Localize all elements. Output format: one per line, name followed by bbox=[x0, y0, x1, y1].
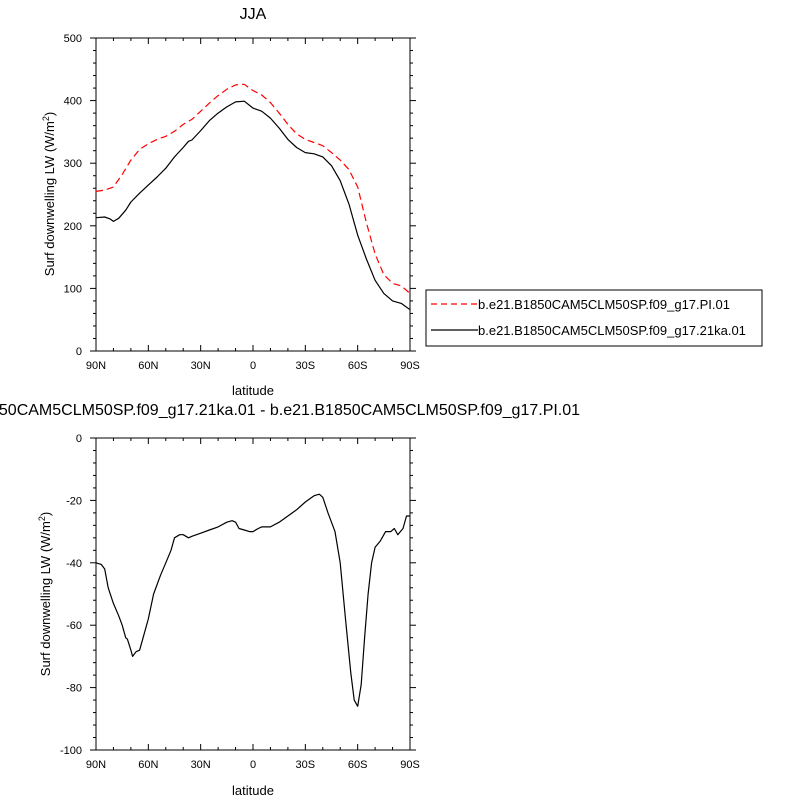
bottom-x-tick-label: 30S bbox=[296, 759, 316, 771]
bottom-x-tick-label: 90N bbox=[86, 759, 106, 771]
top-y-tick-label: 0 bbox=[76, 346, 82, 358]
top-series-line-1 bbox=[95, 100, 411, 311]
legend-box bbox=[425, 289, 763, 347]
top-plot-frame bbox=[95, 37, 411, 352]
bottom-axis-tick-labels: 90N 60N 30N 0 30S 60S 90S -100 -80 -60 -40 -20 0 bbox=[60, 433, 420, 771]
top-chart-title: JJA bbox=[240, 6, 267, 23]
top-x-tick-label: 0 bbox=[250, 360, 256, 372]
bottom-y-tick-label: 0 bbox=[76, 433, 82, 445]
bottom-y-tick-label: -100 bbox=[60, 745, 82, 757]
top-y-tick-label: 200 bbox=[64, 221, 82, 233]
legend-label-21ka: b.e21.B1850CAM5CLM50SP.f09_g17.21ka.01 bbox=[478, 323, 746, 338]
bottom-y-tick-label: -60 bbox=[66, 620, 82, 632]
bottom-axis-ticks bbox=[90, 437, 416, 751]
bottom-plot-frame bbox=[95, 437, 411, 751]
bottom-x-tick-label: 30N bbox=[191, 759, 211, 771]
top-x-tick-label: 30N bbox=[191, 360, 211, 372]
legend: b.e21.B1850CAM5CLM50SP.f09_g17.PI.01 b.e… bbox=[425, 289, 763, 347]
top-y-axis-label: Surf downwelling LW (W/m2) bbox=[41, 112, 57, 276]
bottom-x-tick-label: 90S bbox=[400, 759, 420, 771]
top-y-tick-label: 400 bbox=[64, 96, 82, 108]
top-axis-tick-labels: 90N 60N 30N 0 30S 60S 90S 0 100 200 300 400 500 bbox=[64, 33, 420, 372]
bottom-y-tick-label: -80 bbox=[66, 683, 82, 695]
bottom-y-axis-label-close: ) bbox=[38, 512, 53, 516]
bottom-y-tick-label: -40 bbox=[66, 558, 82, 570]
top-series-lines bbox=[95, 83, 411, 311]
bottom-x-tick-label: 60S bbox=[348, 759, 368, 771]
bottom-panel: b.e21.B1850CAM5CLM50SP.f09_g17.21ka.01 -… bbox=[0, 402, 580, 798]
bottom-y-tick-label: -20 bbox=[66, 495, 82, 507]
bottom-y-axis-label-main: Surf downwelling LW (W/m bbox=[38, 521, 53, 676]
bottom-series-line-0 bbox=[95, 493, 410, 707]
top-axis-ticks bbox=[90, 37, 416, 352]
bottom-series-lines bbox=[95, 493, 410, 707]
top-x-tick-label: 60N bbox=[138, 360, 158, 372]
top-panel: JJA 90N 60N 30N 0 30S 60S 90S0100200300400500 … bbox=[41, 6, 763, 398]
top-y-axis-label-sup: 2 bbox=[41, 116, 51, 121]
bottom-chart-title: b.e21.B1850CAM5CLM50SP.f09_g17.21ka.01 -… bbox=[0, 402, 580, 419]
bottom-x-tick-label: 60N bbox=[138, 759, 158, 771]
top-y-tick-label: 500 bbox=[64, 33, 82, 45]
top-x-tick-label: 90S bbox=[400, 360, 420, 372]
top-x-tick-label: 90N bbox=[86, 360, 106, 372]
top-series-line-0 bbox=[95, 83, 411, 294]
top-y-axis-label-main: Surf downwelling LW (W/m bbox=[42, 121, 57, 276]
top-x-tick-label: 60S bbox=[348, 360, 368, 372]
legend-label-pi: b.e21.B1850CAM5CLM50SP.f09_g17.PI.01 bbox=[478, 297, 730, 312]
top-x-axis-label: latitude bbox=[232, 383, 274, 398]
bottom-y-axis-label: Surf downwelling LW (W/m2) bbox=[37, 512, 53, 676]
top-y-tick-label: 300 bbox=[64, 158, 82, 170]
top-x-tick-label: 30S bbox=[296, 360, 316, 372]
top-y-tick-label: 100 bbox=[64, 283, 82, 295]
bottom-x-axis-label: latitude bbox=[232, 783, 274, 798]
bottom-y-axis-label-sup: 2 bbox=[37, 516, 47, 521]
top-y-axis-label-close: ) bbox=[42, 112, 57, 116]
bottom-x-tick-label: 0 bbox=[250, 759, 256, 771]
